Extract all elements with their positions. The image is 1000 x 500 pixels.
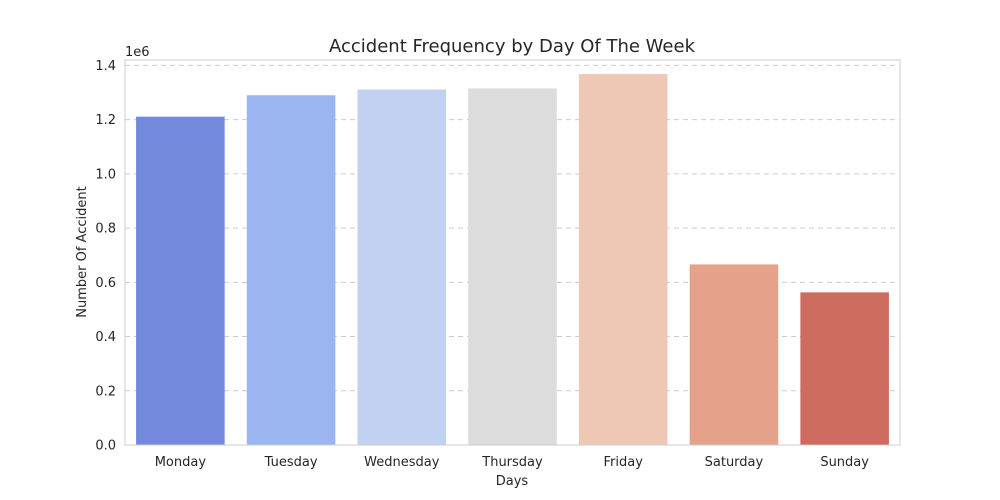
x-tick-label: Sunday bbox=[820, 455, 869, 470]
bar-sunday bbox=[800, 292, 889, 445]
x-ticks: Monday Tuesday Wednesday Thursday Friday Satu… bbox=[155, 455, 870, 470]
plot-frame bbox=[124, 59, 901, 446]
y-tick-label: 0.6 bbox=[95, 276, 116, 291]
bar-friday bbox=[578, 74, 668, 445]
bar-thursday bbox=[468, 88, 557, 445]
x-tick-label: Friday bbox=[604, 455, 644, 470]
y-offset-label: 1e6 bbox=[125, 45, 150, 60]
y-tick-label: 0.4 bbox=[95, 330, 116, 345]
bar-monday bbox=[136, 116, 225, 445]
y-tick-label: 1.4 bbox=[95, 59, 116, 74]
bar-tuesday bbox=[246, 95, 336, 446]
y-tick-label: 0.2 bbox=[95, 384, 116, 399]
x-tick-label: Saturday bbox=[705, 455, 764, 470]
x-tick-label: Monday bbox=[155, 455, 207, 470]
y-axis-label: Number Of Accident bbox=[75, 186, 90, 317]
x-axis-label: Days bbox=[496, 474, 529, 489]
bars bbox=[136, 74, 889, 446]
x-tick-label: Tuesday bbox=[264, 455, 318, 470]
chart-title: Accident Frequency by Day Of The Week bbox=[329, 36, 696, 57]
y-tick-label: 1.0 bbox=[95, 167, 116, 182]
x-tick-label: Thursday bbox=[481, 455, 543, 470]
bar-wednesday bbox=[357, 89, 447, 445]
y-tick-label: 1.2 bbox=[95, 113, 116, 128]
y-ticks: 0.0 0.2 0.4 0.6 0.8 1.0 1.2 1.4 bbox=[95, 59, 116, 454]
y-tick-label: 0.0 bbox=[95, 439, 116, 454]
y-tick-label: 0.8 bbox=[95, 222, 116, 237]
bar-saturday bbox=[689, 264, 779, 445]
x-tick-label: Wednesday bbox=[364, 455, 440, 470]
